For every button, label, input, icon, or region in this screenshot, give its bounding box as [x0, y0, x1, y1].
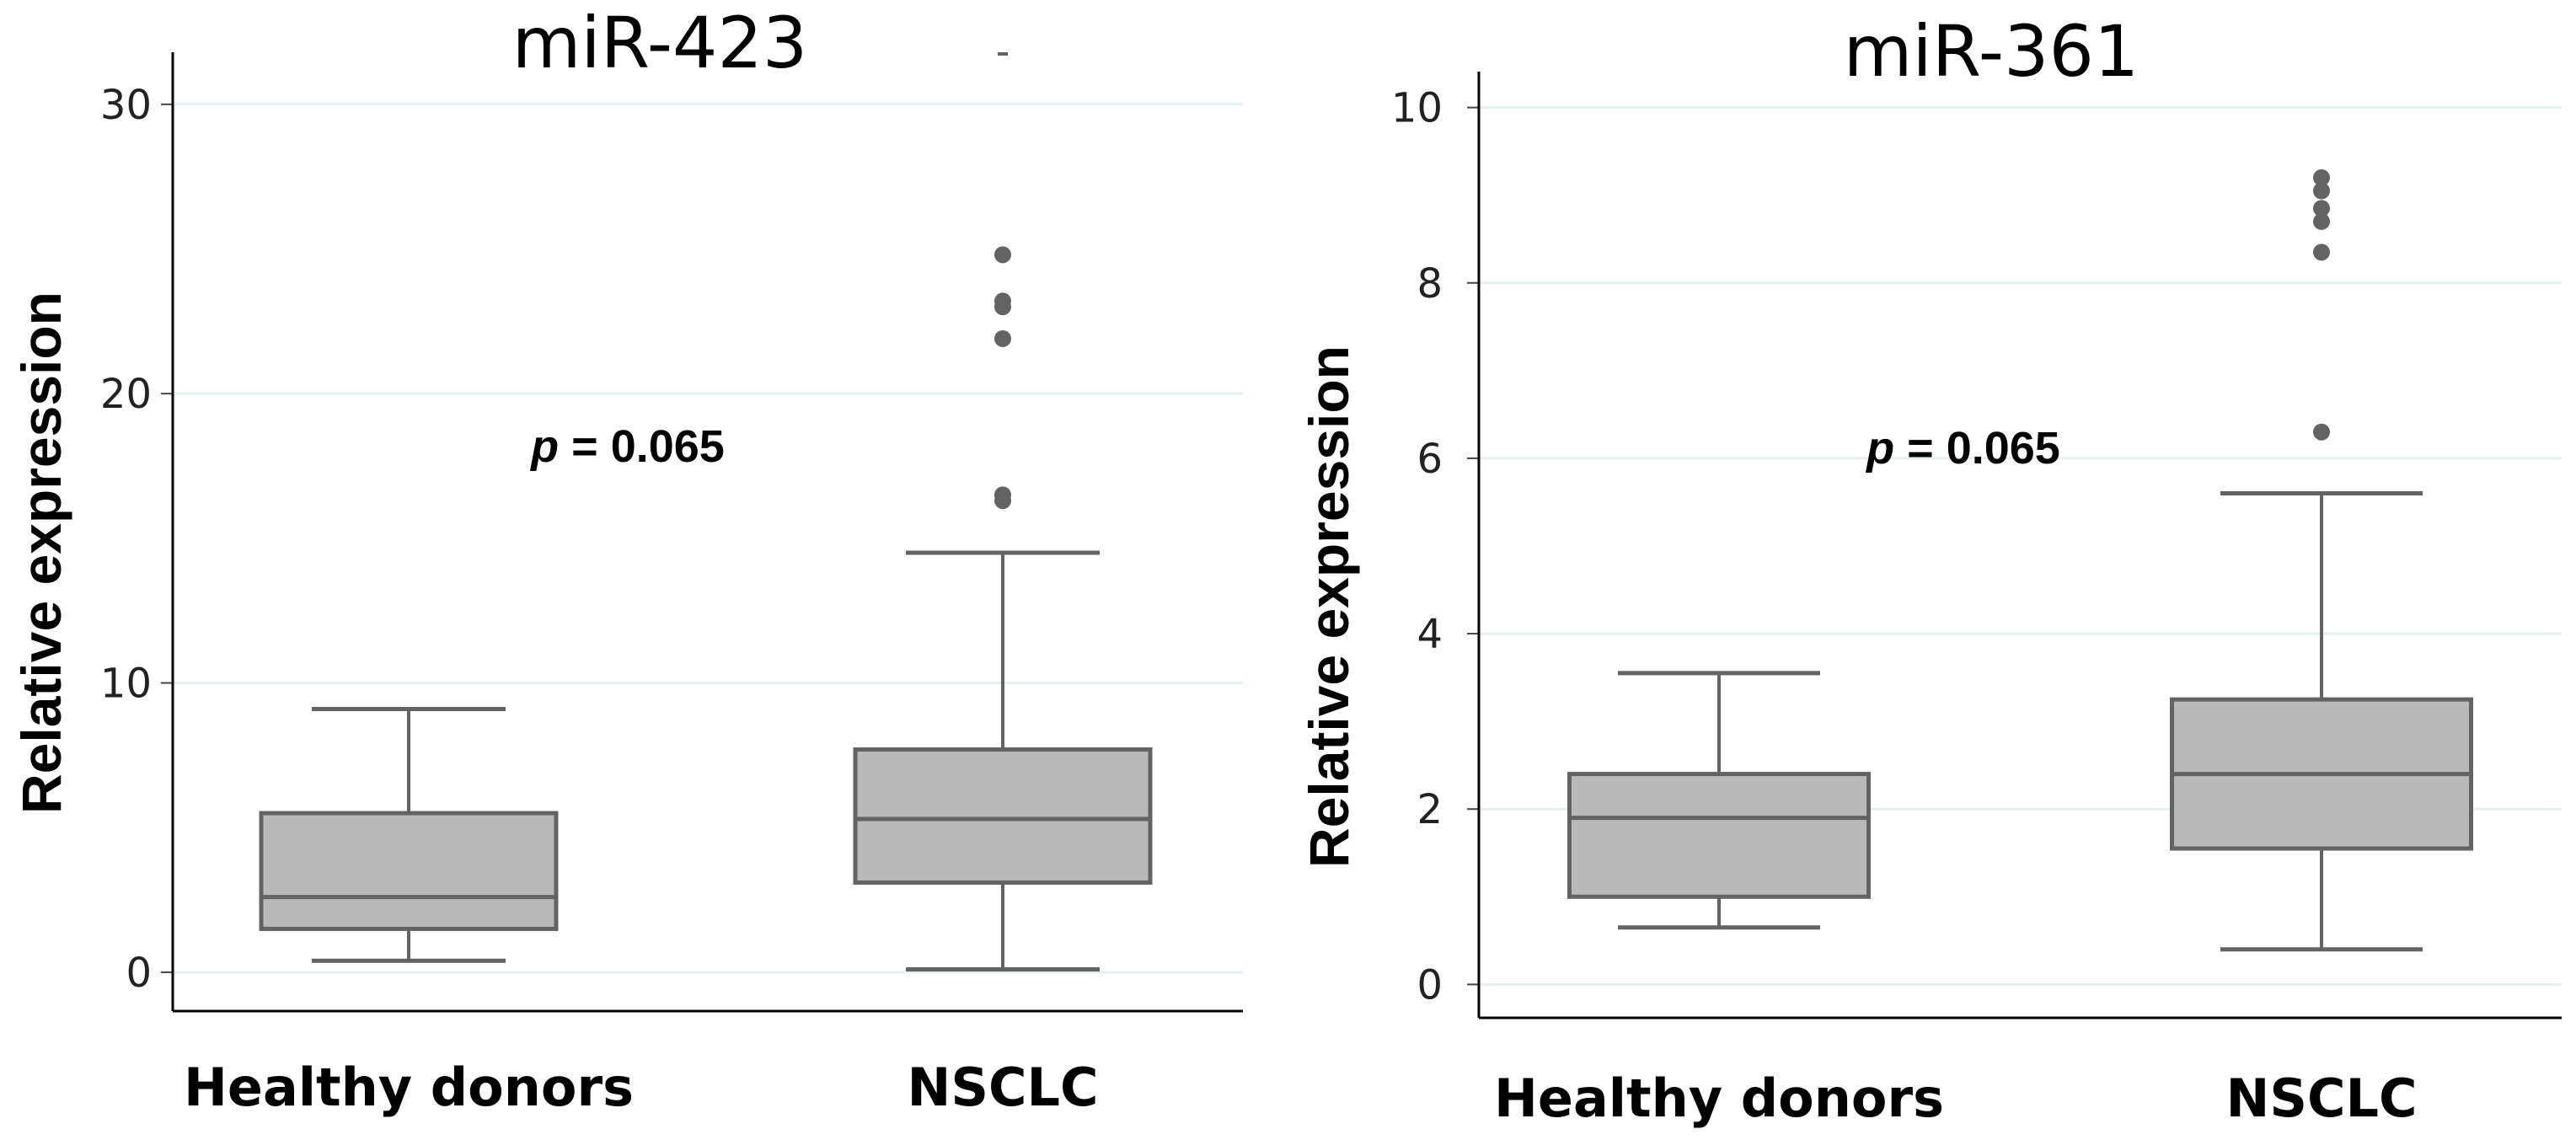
y-tick-label: 30: [100, 82, 152, 129]
box-nsclc: [2170, 169, 2473, 952]
outlier-point: [2313, 423, 2330, 441]
p-symbol: p: [1865, 423, 1894, 474]
chart-title: miR-423: [512, 2, 808, 84]
iqr-box: [853, 747, 1153, 885]
outlier-point: [2313, 169, 2330, 186]
outlier-point: [994, 329, 1011, 347]
y-tick-label: 0: [126, 950, 152, 997]
iqr-box: [259, 811, 559, 931]
outlier-point: [2313, 182, 2330, 200]
outlier-point: [994, 292, 1011, 310]
chart-panel-mir-361: 0 2 4 6 8 10 miR-361 Relative expression p = 0.0…: [1298, 10, 2562, 1129]
chart-panel-mir-423: 0 10 20 30 miR-423 Relative expression p = 0.0…: [10, 2, 1243, 1118]
p-value-text: = 0.065: [1894, 423, 2060, 474]
y-tick-label: 8: [1417, 260, 1443, 308]
p-value-text: = 0.065: [559, 421, 725, 472]
y-tick-label: 20: [100, 371, 152, 418]
x-tick-label: Healthy donors: [1494, 1068, 1944, 1129]
y-tick-label: 4: [1417, 611, 1443, 658]
y-tick-label: 10: [1391, 85, 1443, 132]
y-tick-label: 6: [1417, 436, 1443, 483]
box-healthy-donors: [1567, 671, 1871, 930]
outlier-point: [2313, 200, 2330, 217]
y-tick-label: 0: [1417, 961, 1443, 1009]
x-tick-label: NSCLC: [2225, 1068, 2417, 1129]
p-value-annotation: p = 0.065: [1865, 423, 2060, 474]
outlier-point: [2313, 244, 2330, 261]
p-value-annotation: p = 0.065: [529, 421, 725, 472]
p-symbol: p: [529, 421, 559, 472]
chart-title: miR-361: [1844, 10, 2140, 93]
y-tick-label: 10: [100, 661, 152, 708]
y-axis-label: Relative expression: [10, 292, 72, 814]
outlier-point: [994, 486, 1011, 504]
y-axis-label: Relative expression: [1298, 345, 1360, 868]
outlier-point: [2313, 212, 2330, 230]
outlier-point: [994, 246, 1011, 264]
iqr-box: [1567, 772, 1871, 899]
box-healthy-donors: [259, 706, 559, 963]
box-nsclc: [853, 52, 1153, 971]
y-tick-label: 2: [1417, 786, 1443, 833]
x-tick-label: Healthy donors: [184, 1057, 634, 1118]
x-tick-label: NSCLC: [907, 1057, 1098, 1118]
